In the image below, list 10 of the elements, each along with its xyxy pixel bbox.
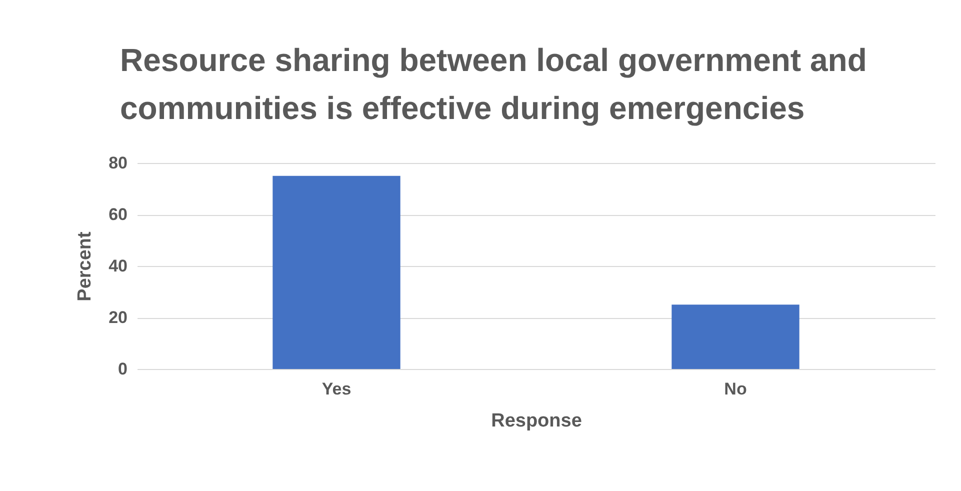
y-tick-label: 60 xyxy=(108,205,128,224)
chart-title: Resource sharing between local government and communities is effective during emergencies xyxy=(120,42,867,126)
x-tick-label: No xyxy=(724,380,747,398)
y-tick-label: 80 xyxy=(108,154,128,172)
y-tick-label: 0 xyxy=(118,360,128,378)
y-tick-label: 40 xyxy=(108,256,128,276)
y-axis-title: Percent xyxy=(74,230,96,302)
y-tick-label: 20 xyxy=(108,308,128,327)
x-axis-title: Response xyxy=(491,410,582,432)
x-tick-label: Yes xyxy=(322,380,352,398)
